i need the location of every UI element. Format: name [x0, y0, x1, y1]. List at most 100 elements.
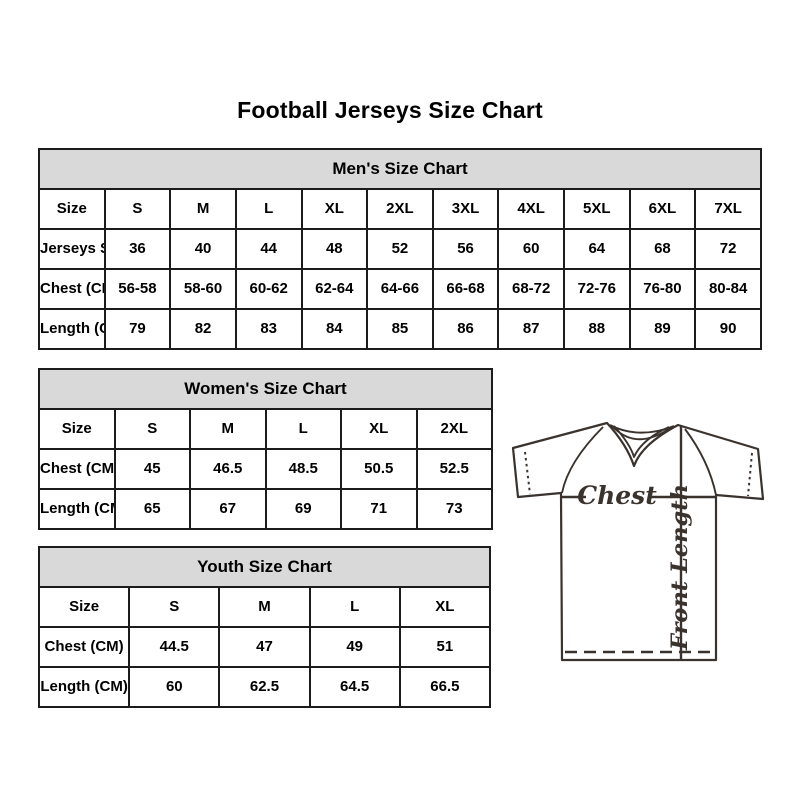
value-cell: 82	[169, 308, 237, 350]
value-cell: 62-64	[300, 268, 369, 310]
row-label-cell: Chest (CM)	[38, 268, 106, 310]
size-header-cell: L	[264, 408, 342, 450]
size-header-cell: 4XL	[497, 188, 565, 230]
value-cell: 67	[189, 488, 267, 530]
value-cell: 52.5	[415, 448, 493, 490]
value-cell: 85	[366, 308, 434, 350]
value-cell: 58-60	[169, 268, 237, 310]
value-cell: 60	[497, 228, 565, 270]
table-row: Length (CM) 60 62.5 64.5 66.5	[37, 666, 492, 708]
left-armhole-seam	[561, 426, 604, 494]
row-label-cell: Size	[38, 408, 116, 450]
table-row: Size S M L XL 2XL	[38, 408, 493, 450]
value-cell: 69	[264, 488, 342, 530]
value-cell: 65	[113, 488, 191, 530]
youth-size-table: Youth Size Chart Size S M L XL Chest (CM) 44.5…	[37, 546, 492, 708]
value-cell: 68	[628, 228, 697, 270]
value-cell: 89	[628, 308, 697, 350]
table-row: Chest (CM) 45 46.5 48.5 50.5 52.5	[38, 448, 493, 490]
row-label-cell: Length (CM)	[38, 488, 116, 530]
chest-label: Chest	[577, 481, 657, 510]
row-label-cell: Size	[37, 586, 131, 628]
value-cell: 40	[169, 228, 237, 270]
size-header-cell: S	[128, 586, 221, 628]
table-title-row: Youth Size Chart	[38, 546, 491, 588]
value-cell: 46.5	[189, 448, 267, 490]
size-header-cell: M	[169, 188, 237, 230]
value-cell: 73	[415, 488, 493, 530]
value-cell: 51	[398, 626, 492, 668]
left-cuff-dotted-seam	[524, 451, 531, 495]
size-header-cell: 3XL	[431, 188, 500, 230]
size-header-cell: M	[218, 586, 311, 628]
page-title: Football Jerseys Size Chart	[237, 97, 543, 123]
size-header-cell: XL	[300, 188, 369, 230]
value-cell: 64-66	[366, 268, 434, 310]
value-cell: 66-68	[431, 268, 500, 310]
value-cell: 44.5	[128, 626, 221, 668]
youth-table-title: Youth Size Chart	[38, 546, 491, 588]
value-cell: 44	[234, 228, 303, 270]
value-cell: 87	[497, 308, 565, 350]
womens-table-title: Women's Size Chart	[38, 368, 493, 410]
size-header-cell: 5XL	[563, 188, 631, 230]
value-cell: 83	[234, 308, 303, 350]
value-cell: 84	[300, 308, 369, 350]
size-header-cell: S	[113, 408, 191, 450]
value-cell: 56	[431, 228, 500, 270]
value-cell: 49	[308, 626, 401, 668]
row-label-cell: Size	[38, 188, 106, 230]
jersey-outline	[511, 421, 765, 662]
right-armhole-seam	[684, 428, 717, 496]
size-header-cell: 2XL	[415, 408, 493, 450]
size-header-cell: XL	[340, 408, 418, 450]
size-header-cell: 6XL	[628, 188, 697, 230]
value-cell: 60	[128, 666, 221, 708]
value-cell: 52	[366, 228, 434, 270]
value-cell: 76-80	[628, 268, 697, 310]
value-cell: 68-72	[497, 268, 565, 310]
right-cuff-dotted-seam	[747, 452, 753, 497]
value-cell: 64	[563, 228, 631, 270]
value-cell: 45	[113, 448, 191, 490]
size-header-cell: S	[103, 188, 172, 230]
row-label-cell: Length (CM)	[38, 308, 106, 350]
row-label-cell: Jerseys Size	[38, 228, 106, 270]
jersey-measurement-diagram: Chest Front Length	[511, 421, 765, 662]
table-title-row: Men's Size Chart	[38, 148, 762, 190]
value-cell: 90	[694, 308, 762, 350]
table-row: Size S M L XL	[37, 586, 492, 628]
value-cell: 80-84	[694, 268, 762, 310]
value-cell: 79	[103, 308, 172, 350]
row-label-cell: Chest (CM)	[37, 626, 131, 668]
value-cell: 48	[300, 228, 369, 270]
value-cell: 72	[694, 228, 762, 270]
value-cell: 64.5	[308, 666, 401, 708]
value-cell: 60-62	[234, 268, 303, 310]
table-row: Chest (CM)56-5858-6060-6262-6464-6666-68…	[38, 268, 762, 310]
table-row: Jerseys Size36404448525660646872	[38, 228, 762, 270]
value-cell: 88	[563, 308, 631, 350]
row-label-cell: Chest (CM)	[38, 448, 116, 490]
value-cell: 36	[103, 228, 172, 270]
table-title-row: Women's Size Chart	[38, 368, 493, 410]
size-header-cell: 7XL	[694, 188, 762, 230]
value-cell: 86	[431, 308, 500, 350]
table-row: Chest (CM) 44.5 47 49 51	[37, 626, 492, 668]
value-cell: 62.5	[218, 666, 311, 708]
value-cell: 72-76	[563, 268, 631, 310]
value-cell: 66.5	[398, 666, 492, 708]
mens-table-title: Men's Size Chart	[38, 148, 762, 190]
value-cell: 47	[218, 626, 311, 668]
value-cell: 56-58	[103, 268, 172, 310]
value-cell: 71	[340, 488, 418, 530]
mens-size-table: Men's Size Chart Size S M L XL 2XL 3XL 4XL 5XL 6X…	[38, 148, 762, 350]
table-row: Size S M L XL 2XL 3XL 4XL 5XL 6XL 7XL	[38, 188, 762, 230]
value-cell: 50.5	[340, 448, 418, 490]
size-header-cell: L	[308, 586, 401, 628]
size-header-cell: M	[189, 408, 267, 450]
value-cell: 48.5	[264, 448, 342, 490]
